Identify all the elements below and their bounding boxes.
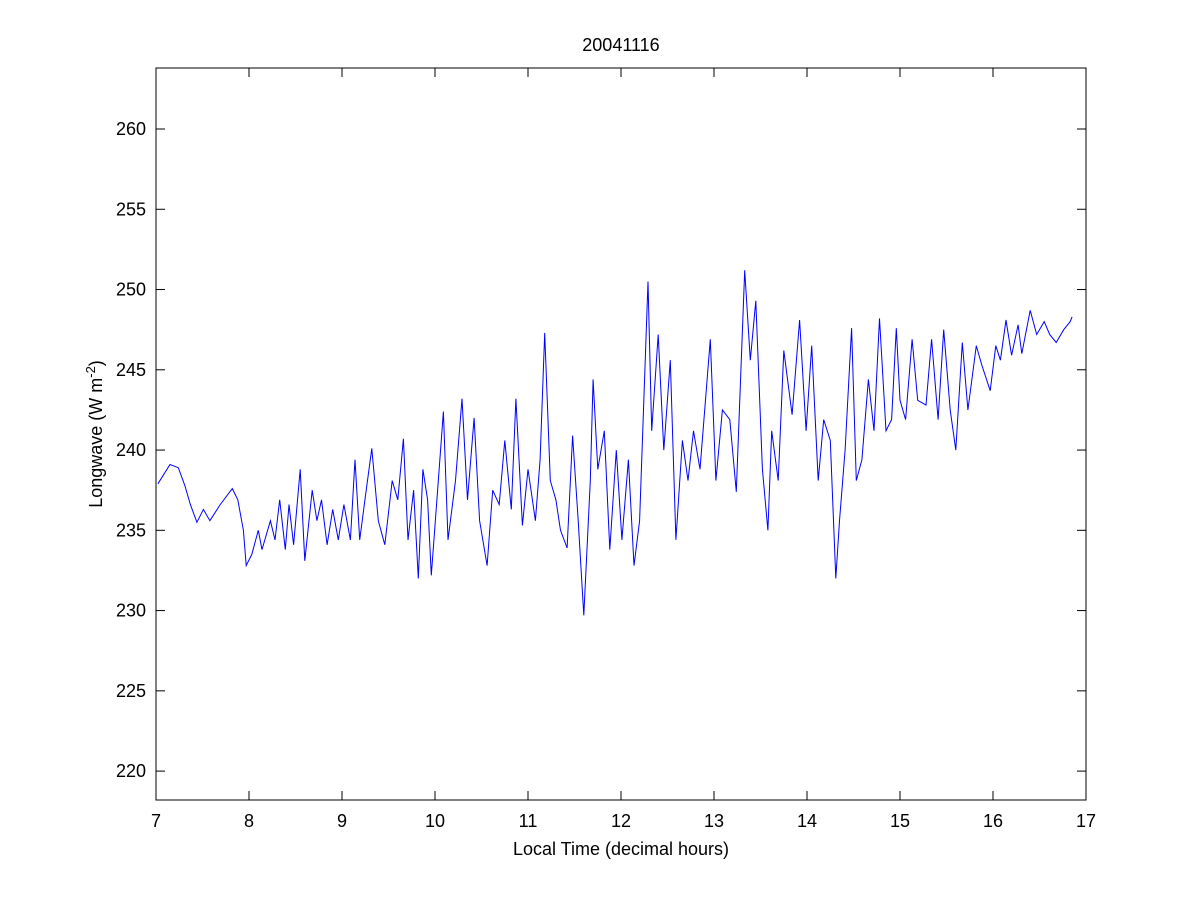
x-tick-label: 9: [337, 811, 347, 831]
x-tick-label: 11: [519, 811, 538, 831]
y-tick-label: 230: [116, 601, 146, 621]
axes-box: [155, 67, 1087, 801]
y-axis-label-superscript: -2: [83, 366, 98, 378]
y-axis-label-main: Longwave (W m: [86, 378, 106, 508]
y-tick-label: 245: [116, 360, 146, 380]
x-tick-label: 7: [151, 811, 161, 831]
x-axis-label: Local Time (decimal hours): [513, 839, 729, 859]
y-tick-label: 255: [116, 199, 146, 219]
y-tick-label: 250: [116, 280, 146, 300]
x-tick-label: 14: [797, 811, 817, 831]
series-line-longwave: [157, 270, 1073, 616]
y-tick-labels: 220 225 230 235 240 245 250 255 260: [116, 119, 146, 781]
x-tick-label: 17: [1076, 811, 1096, 831]
y-tick-label: 225: [116, 681, 146, 701]
x-tick-label: 15: [890, 811, 910, 831]
plot-area: [156, 68, 1086, 800]
y-tick-label: 260: [116, 119, 146, 139]
x-tick-label: 16: [983, 811, 1003, 831]
y-tick-label: 220: [116, 761, 146, 781]
chart-title: 20041116: [582, 35, 659, 55]
y-axis-label: Longwave (W m-2): [83, 360, 106, 508]
x-tick-label: 12: [611, 811, 631, 831]
x-tick-label: 13: [704, 811, 724, 831]
x-tick-label: 8: [244, 811, 254, 831]
y-tick-label: 235: [116, 520, 146, 540]
y-axis-label-end: ): [86, 360, 106, 366]
x-tick-label: 10: [425, 811, 445, 831]
x-tick-labels: 7 8 9 10 11 12 13 14 15 16 17: [151, 811, 1096, 831]
y-tick-label: 240: [116, 440, 146, 460]
